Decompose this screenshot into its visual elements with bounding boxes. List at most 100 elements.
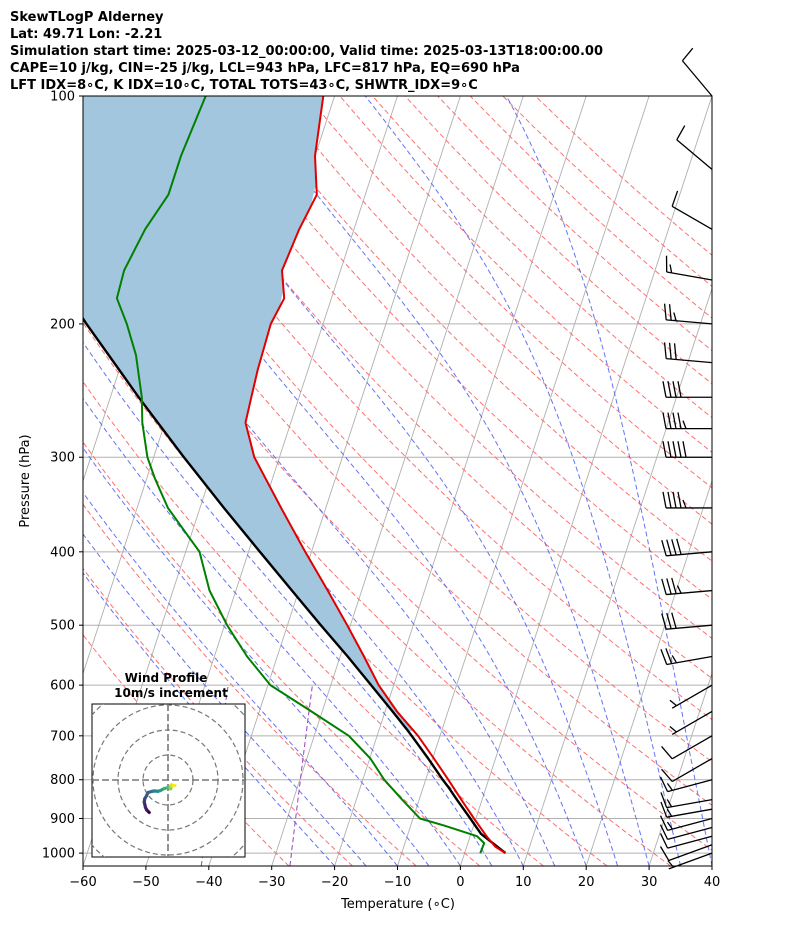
y-tick-label: 300 bbox=[50, 451, 75, 466]
wind-barb-feather bbox=[666, 578, 672, 595]
y-axis-label: Pressure (hPa) bbox=[18, 434, 33, 527]
dry-adiabat-line bbox=[83, 503, 417, 866]
dry-adiabat-line bbox=[274, 96, 712, 525]
wind-barb-feather bbox=[662, 381, 667, 398]
isotherm-line bbox=[397, 96, 650, 866]
isotherm-line bbox=[83, 96, 84, 98]
wind-barb-feather bbox=[662, 441, 667, 458]
wind-barb-feather bbox=[676, 125, 686, 141]
indices-line-2: LFT IDX=8∘C, K IDX=10∘C, TOTAL TOTS=43∘C… bbox=[10, 78, 478, 93]
wind-barb bbox=[669, 710, 713, 736]
wind-barb-feather bbox=[659, 824, 669, 840]
moist-adiabat-line bbox=[83, 447, 430, 866]
wind-barb bbox=[671, 190, 713, 230]
wind-barb-feather bbox=[666, 612, 672, 629]
hodograph-plot bbox=[92, 704, 245, 857]
wind-barb-staff bbox=[671, 735, 713, 760]
wind-barb bbox=[669, 684, 713, 709]
wind-barb bbox=[661, 757, 713, 783]
wind-barb-feather bbox=[660, 649, 668, 665]
x-tick-label: −60 bbox=[69, 875, 96, 890]
wind-barb-feather bbox=[671, 655, 678, 664]
wind-barb bbox=[659, 815, 713, 831]
wind-barb-feather bbox=[672, 412, 677, 429]
wind-barb bbox=[667, 852, 713, 870]
wind-barb-feather bbox=[659, 846, 670, 861]
wind-barb-staff bbox=[676, 139, 713, 170]
wind-barb-staff bbox=[666, 357, 713, 364]
x-tick-label: 20 bbox=[578, 875, 595, 890]
profile-lines bbox=[83, 96, 507, 855]
wind-barb-staff bbox=[668, 844, 713, 862]
wind-barb-feather bbox=[666, 821, 673, 830]
wind-barbs bbox=[659, 47, 713, 870]
wind-barb-feather bbox=[661, 746, 673, 760]
wind-barb-feather bbox=[673, 312, 677, 321]
isotherm-line bbox=[271, 96, 524, 866]
chart-title: SkewTLogP Alderney bbox=[10, 10, 164, 25]
wind-barb-staff bbox=[666, 808, 713, 818]
wind-barb-feather bbox=[660, 801, 668, 818]
moist-adiabat-line bbox=[83, 105, 587, 866]
isotherm-line bbox=[334, 96, 587, 866]
wind-barb-feather bbox=[667, 412, 672, 429]
wind-barb-staff bbox=[671, 684, 713, 709]
wind-barb-feather bbox=[676, 585, 682, 594]
wind-barb-feather bbox=[666, 539, 672, 556]
x-tick-label: −20 bbox=[321, 875, 348, 890]
moist-adiabat-line bbox=[364, 96, 681, 866]
wind-barb-feather bbox=[669, 726, 677, 733]
y-tick-label: 900 bbox=[50, 812, 75, 827]
wind-barb-feather bbox=[672, 491, 677, 509]
wind-barb-feather bbox=[671, 539, 677, 556]
wind-barb-feather bbox=[682, 420, 687, 429]
wind-barb-staff bbox=[666, 551, 713, 557]
axes: −60 −50 −40 −30 −20 −10 0 10 20 30 40 1000 900 800 700… bbox=[42, 90, 720, 891]
wind-barb bbox=[662, 412, 712, 430]
wind-barb-feather bbox=[667, 441, 672, 458]
wind-barb-feather bbox=[659, 833, 669, 849]
wind-barb-feather bbox=[667, 491, 672, 509]
y-tick-label: 700 bbox=[50, 729, 75, 744]
moist-adiabat-line bbox=[506, 96, 712, 866]
dry-adiabat-line bbox=[339, 96, 712, 453]
wind-barb-feather bbox=[660, 792, 668, 808]
wind-barb-feather bbox=[662, 491, 667, 509]
x-tick-label: 40 bbox=[704, 875, 721, 890]
moist-adiabat-line bbox=[83, 397, 461, 866]
dry-adiabat-line bbox=[469, 96, 712, 319]
wind-barb-feather bbox=[662, 412, 667, 429]
x-tick-label: −40 bbox=[195, 875, 222, 890]
isotherm-line bbox=[585, 479, 712, 866]
y-tick-label: 100 bbox=[50, 90, 75, 105]
wind-barb bbox=[663, 342, 713, 364]
wind-barb bbox=[660, 801, 713, 818]
wind-barb-feather bbox=[668, 342, 672, 360]
wind-barb-staff bbox=[666, 319, 713, 325]
wind-barb-feather bbox=[669, 699, 677, 707]
wind-barb bbox=[662, 491, 712, 509]
x-tick-label: −30 bbox=[258, 875, 285, 890]
wind-barb bbox=[661, 612, 713, 630]
wind-barb bbox=[659, 824, 713, 841]
wind-barb-feather bbox=[667, 860, 674, 868]
wind-barb-feather bbox=[676, 538, 682, 555]
wind-barb-feather bbox=[677, 381, 682, 398]
wind-barb-staff bbox=[671, 757, 713, 783]
chart-header: SkewTLogP Alderney Lat: 49.71 Lon: -2.21… bbox=[10, 9, 603, 94]
wind-barb bbox=[659, 776, 713, 793]
wind-barb-staff bbox=[666, 589, 713, 596]
wind-barb-feather bbox=[673, 343, 677, 360]
parcel-profile-line bbox=[83, 316, 507, 855]
wind-barb-feather bbox=[666, 799, 673, 808]
x-tick-label: −50 bbox=[132, 875, 159, 890]
wind-barb-staff bbox=[681, 60, 713, 97]
isotherm-line bbox=[459, 96, 712, 866]
wind-barb bbox=[662, 381, 712, 398]
wind-barb-staff bbox=[667, 779, 713, 793]
wind-barb-feather bbox=[672, 441, 677, 458]
wind-barb-staff bbox=[666, 799, 713, 809]
moist-adiabat-line bbox=[83, 341, 493, 866]
hodograph bbox=[91, 703, 246, 858]
isotherm-line bbox=[648, 672, 712, 866]
